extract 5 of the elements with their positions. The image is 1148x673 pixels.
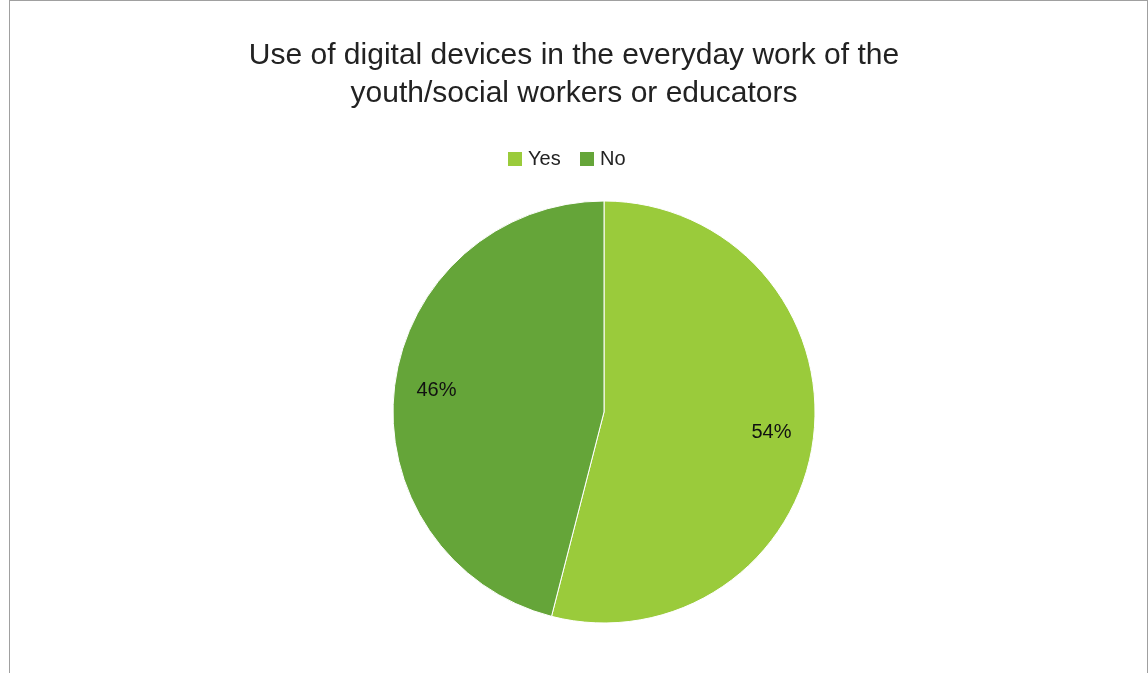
legend-label: Yes [528,147,561,170]
legend-label: No [600,147,626,170]
data-label: 54% [751,420,792,443]
data-label: 46% [416,378,457,401]
chart-title: Use of digital devices in the everyday work of the youth/social workers or educators [248,37,900,108]
